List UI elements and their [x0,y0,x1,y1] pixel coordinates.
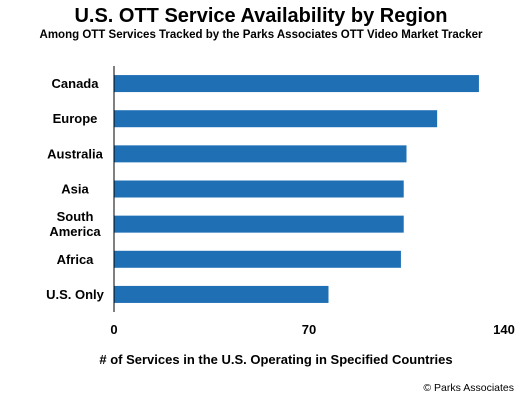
bars-layer [114,75,479,303]
category-label: Canada [52,76,100,91]
chart-subtitle: Among OTT Services Tracked by the Parks … [39,29,483,41]
bar-europe [114,110,438,128]
category-label: Europe [53,111,98,126]
x-tick-label: 0 [110,322,117,337]
category-label: Asia [61,182,89,197]
category-label: U.S. Only [46,287,105,302]
category-label: Australia [47,146,103,161]
category-label: Africa [57,252,95,267]
bar-africa [114,250,401,268]
x-axis-ticks: 0 70 140 [110,322,514,337]
bar-australia [114,145,407,163]
bar-asia [114,180,404,198]
category-label: South America [49,209,101,239]
category-labels: Canada Europe Australia Asia South America Afr… [46,76,105,302]
bar-u-s-only [114,285,329,303]
bar-canada [114,75,479,93]
x-tick-label: 70 [302,322,316,337]
bar-south-america [114,215,404,233]
x-tick-label: 140 [493,322,515,337]
copyright-note: © Parks Associates [423,382,514,394]
x-axis-label: # of Services in the U.S. Operating in S… [99,352,453,367]
chart-title: U.S. OTT Service Availability by Region [74,5,448,27]
